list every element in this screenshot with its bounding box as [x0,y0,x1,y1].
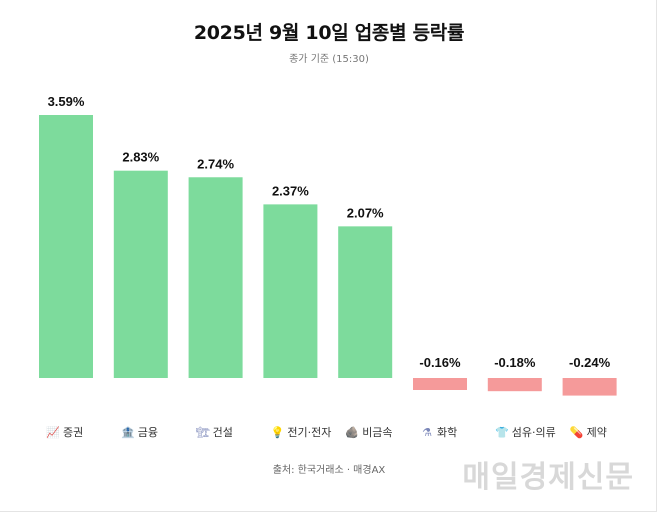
bar-증권 [39,115,93,378]
bar-전기·전자 [263,204,318,378]
category-label: 비금속 [362,426,392,439]
category-label: 전기·전자 [287,426,331,439]
data-label: 2.07% [347,205,384,220]
bank-icon: 🏦 [121,426,135,439]
category-label: 화학 [437,426,457,439]
bar-비금속 [338,226,393,378]
flask-icon: ⚗ [422,426,432,439]
bar-제약 [562,378,617,396]
pill-icon: 💊 [570,425,584,439]
data-label: -0.16% [419,355,461,370]
shirt-icon: 👕 [495,426,509,439]
lightbulb-icon: 💡 [271,426,285,439]
source-note: 출처: 한국거래소 · 매경AX [272,465,386,476]
bar-건설 [188,177,243,378]
bar-섬유·의류 [487,378,542,392]
bar-금융 [113,170,168,378]
chart-subtitle: 종가 기준 (15:30) [289,54,369,65]
category-label: 건설 [213,426,233,439]
data-label: 2.74% [197,156,234,171]
category-label: 제약 [587,425,607,439]
rock-icon: 🪨 [345,426,359,439]
data-label: 2.83% [122,150,159,165]
data-label: 2.37% [272,183,309,198]
category-label: 증권 [63,426,83,439]
data-label: -0.18% [494,355,536,370]
chart-icon: 📈 [46,426,60,439]
category-label: 섬유·의류 [512,426,556,439]
bar-화학 [413,378,467,390]
category-label: 금융 [138,426,158,439]
data-label: -0.24% [569,355,611,370]
watermark: 매일경제신문 [462,460,634,495]
chart-title: 2025년 9월 10일 업종별 등락률 [193,22,465,44]
data-label: 3.59% [48,94,85,109]
crane-icon: 🏗 [196,426,210,439]
